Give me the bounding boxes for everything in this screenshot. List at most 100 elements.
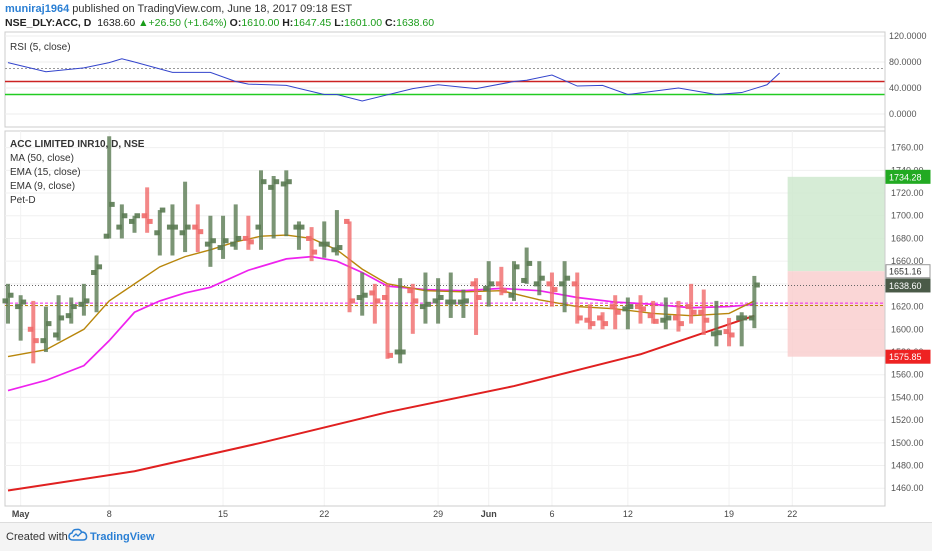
- legend-ema9: EMA (9, close): [10, 181, 75, 192]
- bar-open-tick: [496, 281, 502, 286]
- legend-ema15: EMA (15, close): [10, 167, 81, 178]
- legend-symbol: ACC LIMITED INR10, D, NSE: [10, 139, 145, 150]
- bar-open-tick: [686, 304, 692, 309]
- bar-range: [120, 204, 124, 238]
- bar-open-tick: [572, 281, 578, 286]
- bar-close-tick: [590, 321, 596, 326]
- bar-close-tick: [185, 225, 191, 230]
- bar-range: [107, 136, 111, 238]
- date-axis[interactable]: May 8 15 22 29 Jun 6 12 19 22: [5, 506, 885, 519]
- bar-close-tick: [438, 295, 444, 300]
- bar-open-tick: [610, 304, 616, 309]
- price-tick-label: 1700.00: [891, 211, 924, 221]
- bar-open-tick: [40, 338, 46, 343]
- bar-close-tick: [109, 202, 115, 207]
- bar-open-tick: [218, 245, 224, 250]
- bar-open-tick: [104, 234, 110, 239]
- bar-close-tick: [400, 349, 406, 354]
- bar-range: [31, 301, 35, 363]
- stop-zone: [788, 271, 885, 357]
- bar-open-tick: [230, 242, 236, 247]
- bar-close-tick: [160, 208, 166, 213]
- bar-open-tick: [180, 230, 186, 235]
- bar-close-tick: [312, 250, 318, 255]
- tradingview-cloud-icon: [68, 528, 88, 545]
- rsi-tick-label: 120.0000: [889, 31, 927, 41]
- bar-close-tick: [147, 219, 153, 224]
- footer: Created with TradingView: [0, 522, 932, 551]
- bar-close-tick: [678, 321, 684, 326]
- bar-open-tick: [116, 225, 122, 230]
- legend-ma50: MA (50, close): [10, 153, 74, 164]
- bar-close-tick: [261, 179, 267, 184]
- rsi-pane[interactable]: 120.0000 80.0000 40.0000 0.0000 RSI (5, clo…: [5, 31, 927, 127]
- price-tick-label: 1560.00: [891, 370, 924, 380]
- bar-open-tick: [369, 290, 375, 295]
- bar-open-tick: [521, 278, 527, 283]
- bar-close-tick: [729, 332, 735, 337]
- bar-open-tick: [91, 270, 97, 275]
- date-tick-label: 29: [433, 509, 443, 519]
- bar-close-tick: [476, 295, 482, 300]
- bar-open-tick: [648, 313, 654, 318]
- bar-close-tick: [603, 321, 609, 326]
- bar-close-tick: [71, 304, 77, 309]
- bar-open-tick: [28, 327, 34, 332]
- tradingview-brand[interactable]: TradingView: [90, 531, 155, 543]
- price-tag: 1575.85: [886, 350, 930, 363]
- bar-range: [183, 182, 187, 252]
- bar-range: [221, 216, 225, 259]
- bar-open-tick: [205, 242, 211, 247]
- price-tag: 1638.60: [886, 279, 930, 292]
- bar-close-tick: [236, 236, 242, 241]
- bar-open-tick: [293, 225, 299, 230]
- bar-range: [95, 255, 99, 312]
- date-tick-label: 12: [623, 509, 633, 519]
- bar-open-tick: [331, 247, 337, 252]
- chart-canvas[interactable]: 120.0000 80.0000 40.0000 0.0000 RSI (5, clo…: [0, 0, 932, 522]
- date-tick-label: 6: [549, 509, 554, 519]
- price-tag-label: 1638.60: [889, 281, 922, 291]
- bar-open-tick: [597, 315, 603, 320]
- bar-close-tick: [463, 298, 469, 303]
- price-tick-label: 1620.00: [891, 302, 924, 312]
- bar-open-tick: [357, 295, 363, 300]
- price-tick-label: 1500.00: [891, 438, 924, 448]
- price-tag-label: 1734.28: [889, 172, 922, 182]
- bar-close-tick: [754, 283, 760, 288]
- date-tick-label: May: [12, 509, 30, 519]
- bar-open-tick: [53, 332, 59, 337]
- bar-close-tick: [350, 298, 356, 303]
- bar-open-tick: [129, 219, 135, 224]
- price-tick-label: 1600.00: [891, 324, 924, 334]
- date-tick-label: Jun: [481, 509, 497, 519]
- target-zone: [788, 177, 885, 271]
- price-tick-label: 1760.00: [891, 143, 924, 153]
- bar-close-tick: [135, 213, 141, 218]
- bar-range: [664, 297, 668, 329]
- price-tag-label: 1651.16: [889, 267, 922, 277]
- bar-range: [373, 284, 377, 324]
- bar-close-tick: [362, 293, 368, 298]
- bar-open-tick: [192, 225, 198, 230]
- bar-close-tick: [565, 276, 571, 281]
- bar-close-tick: [716, 330, 722, 335]
- bar-range: [44, 307, 48, 352]
- bar-close-tick: [691, 310, 697, 315]
- bar-close-tick: [286, 179, 292, 184]
- bar-close-tick: [388, 353, 394, 358]
- bar-close-tick: [641, 306, 647, 311]
- bar-open-tick: [66, 313, 72, 318]
- bar-close-tick: [198, 229, 204, 234]
- bar-open-tick: [559, 281, 565, 286]
- bar-range: [145, 187, 149, 232]
- bar-open-tick: [445, 300, 451, 305]
- price-tick-label: 1520.00: [891, 415, 924, 425]
- bar-close-tick: [653, 319, 659, 324]
- bar-range: [246, 216, 250, 250]
- price-tick-label: 1480.00: [891, 461, 924, 471]
- bar-close-tick: [97, 264, 103, 269]
- bar-range: [626, 297, 630, 329]
- bar-range: [474, 278, 478, 335]
- bar-range: [6, 284, 10, 324]
